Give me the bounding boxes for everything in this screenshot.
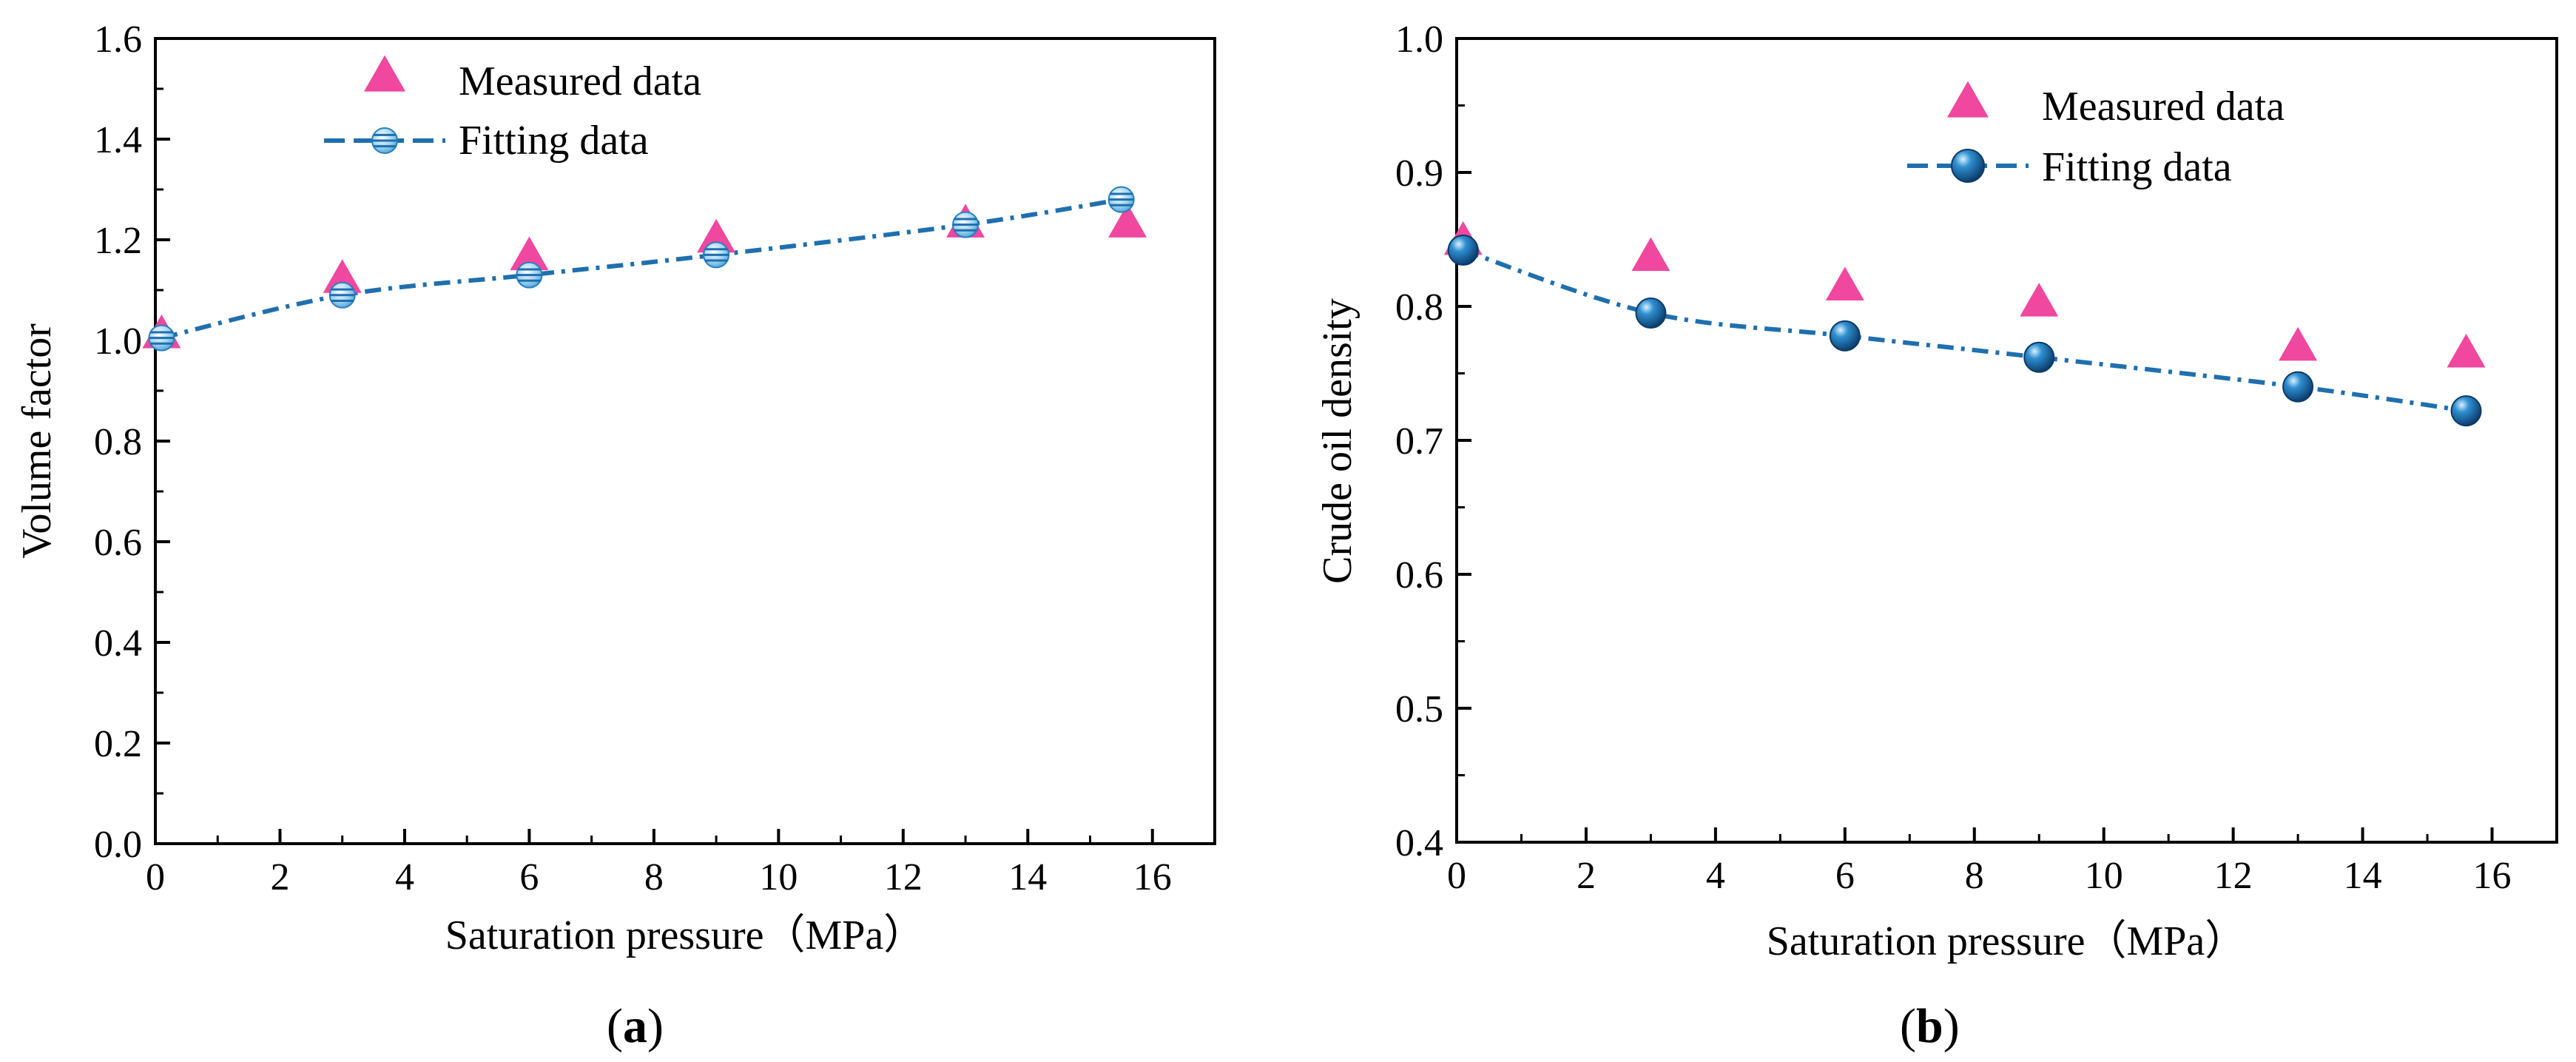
legend-label-fitting: Fitting data [2042, 144, 2232, 190]
y-tick-label: 0.4 [94, 622, 142, 665]
panel-label-a: (a) [607, 999, 664, 1053]
x-axis-label: Saturation pressure（MPa） [1767, 918, 2247, 964]
y-tick-label: 0.2 [94, 723, 142, 765]
plot-frame [1455, 37, 2558, 844]
legend: Measured data Fitting data [324, 55, 701, 164]
x-tick-label: 14 [1008, 856, 1047, 898]
series-lines [161, 197, 1122, 340]
y-tick-label: 0.5 [1395, 688, 1443, 730]
x-tick-label: 16 [2473, 855, 2512, 897]
y-tick-label: 1.6 [94, 19, 142, 61]
panel-label-letter: b [1916, 999, 1943, 1053]
y-axis-label: Volume factor [14, 323, 60, 559]
y-tick-label: 0.8 [94, 421, 142, 463]
y-tick-label: 1.2 [94, 220, 142, 262]
legend-marker-fitting [324, 127, 445, 154]
x-tick-label: 16 [1133, 856, 1172, 898]
plot-frame [154, 37, 1216, 845]
legend-marker-measured [1947, 81, 1989, 118]
legend-label-measured: Measured data [2042, 84, 2285, 130]
x-tick-label: 2 [1577, 855, 1596, 897]
data-point-fitting [2282, 371, 2314, 403]
data-point-measured [1825, 266, 1864, 300]
data-point-fitting [1829, 320, 1861, 352]
x-tick-label: 0 [146, 856, 165, 898]
series-line-fitting [1462, 248, 2467, 414]
data-point-fitting [2450, 395, 2482, 427]
y-tick-label: 0.7 [1395, 420, 1443, 463]
legend-marker-measured [364, 55, 405, 92]
chart-panel-b: 0 2 4 6 8 10 12 14 16 0.4 0.5 0.6 0.7 0.8 0.9 1.0 Measu… [1315, 19, 2558, 1053]
x-axis-label: Saturation pressure（MPa） [445, 913, 925, 958]
data-point-measured [510, 236, 549, 271]
panel-label-letter: a [623, 999, 647, 1053]
data-point-measured [2020, 283, 2059, 317]
legend-triangle-icon [1947, 81, 1989, 118]
series-lines [1462, 248, 2467, 414]
y-tick-label: 0.9 [1395, 152, 1443, 195]
data-point-measured [697, 218, 736, 253]
y-tick-label: 0.6 [94, 522, 142, 564]
legend-ball-icon [1951, 149, 1985, 183]
data-point-measured [1108, 204, 1147, 238]
data-point-measured [1631, 237, 1670, 272]
y-axis-label: Crude oil density [1315, 298, 1361, 584]
y-tick-label: 1.4 [94, 119, 142, 161]
x-tick-label: 12 [884, 856, 923, 898]
axis-ticks: 0 2 4 6 8 10 12 14 16 0.4 0.5 0.6 0.7 0.8 0.9 1.0 [1395, 19, 2512, 897]
legend-label-fitting: Fitting data [459, 118, 649, 164]
legend-marker-fitting [1907, 149, 2029, 183]
y-tick-label: 0.4 [1395, 822, 1443, 864]
data-point-fitting [1107, 186, 1135, 213]
data-markers [1443, 221, 2486, 427]
data-point-fitting [1635, 298, 1667, 329]
x-tick-label: 8 [1965, 855, 1984, 897]
x-tick-label: 4 [1706, 855, 1725, 897]
legend-label-measured: Measured data [459, 58, 701, 104]
x-tick-label: 0 [1447, 855, 1466, 897]
x-tick-label: 12 [2214, 855, 2253, 897]
data-point-fitting [1447, 234, 1479, 266]
legend-ball-icon [371, 127, 398, 154]
data-point-measured [323, 259, 362, 293]
y-tick-label: 0.0 [94, 824, 142, 866]
data-point-fitting [952, 211, 980, 238]
x-tick-label: 10 [759, 856, 798, 898]
data-point-fitting [703, 241, 730, 269]
data-point-fitting [516, 261, 543, 289]
y-tick-label: 1.0 [94, 320, 142, 363]
data-markers [142, 186, 1147, 352]
data-point-fitting [2023, 341, 2055, 373]
x-tick-label: 8 [644, 856, 664, 898]
x-tick-label: 14 [2344, 855, 2382, 897]
data-point-fitting [148, 324, 175, 352]
data-point-measured [2447, 333, 2486, 368]
y-tick-label: 0.8 [1395, 286, 1443, 329]
x-tick-label: 6 [519, 856, 539, 898]
x-tick-label: 4 [395, 856, 414, 898]
chart-panel-a: 0 2 4 6 8 10 12 14 16 0.0 0.2 0.4 0.6 0.8 1.0 1.2 1.4 1.6… [14, 19, 1216, 1053]
panel-label-b: (b) [1900, 999, 1960, 1053]
y-tick-label: 1.0 [1395, 19, 1443, 61]
legend: Measured data Fitting data [1907, 81, 2285, 190]
x-tick-label: 6 [1835, 855, 1855, 897]
x-tick-label: 10 [2085, 855, 2123, 897]
series-line-fitting [161, 197, 1122, 340]
data-point-measured [2279, 326, 2318, 361]
y-tick-label: 0.6 [1395, 554, 1443, 596]
axis-ticks: 0 2 4 6 8 10 12 14 16 0.0 0.2 0.4 0.6 0.8 1.0 1.2 1.4 1.6 [94, 19, 1172, 898]
x-tick-label: 2 [270, 856, 289, 898]
legend-triangle-icon [364, 55, 405, 92]
data-point-fitting [328, 281, 356, 309]
